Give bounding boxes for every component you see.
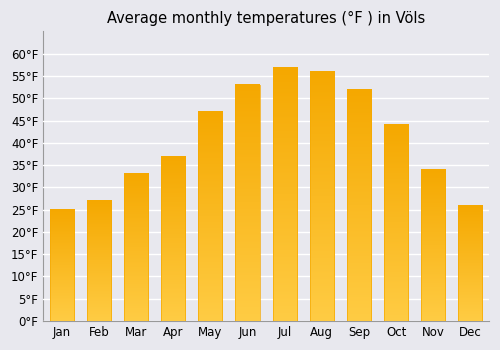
Bar	[421, 169, 446, 321]
Bar	[236, 85, 260, 321]
Bar	[50, 210, 74, 321]
Bar	[458, 205, 482, 321]
Bar	[347, 89, 371, 321]
Bar	[161, 156, 186, 321]
Title: Average monthly temperatures (°F ) in Völs: Average monthly temperatures (°F ) in Vö…	[107, 11, 425, 26]
Bar	[87, 201, 111, 321]
Bar	[198, 112, 222, 321]
Bar	[384, 125, 408, 321]
Bar	[124, 174, 148, 321]
Bar	[272, 67, 296, 321]
Bar	[310, 71, 334, 321]
